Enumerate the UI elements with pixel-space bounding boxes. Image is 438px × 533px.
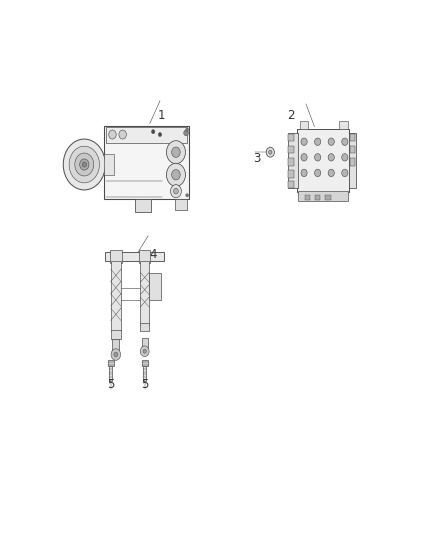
Circle shape [75,153,94,176]
Bar [349,133,356,188]
Circle shape [82,162,86,167]
Circle shape [166,163,185,186]
Circle shape [266,147,274,157]
Text: 2: 2 [287,109,294,122]
Ellipse shape [314,138,321,146]
Bar [350,158,355,166]
Ellipse shape [328,138,334,146]
Bar [339,121,347,128]
Bar [110,251,122,263]
Circle shape [158,133,162,136]
Bar [288,181,294,188]
Circle shape [143,349,146,353]
Circle shape [152,130,155,134]
Ellipse shape [328,154,334,161]
Bar [149,273,161,300]
Text: 4: 4 [149,248,157,261]
Text: 1: 1 [158,109,166,122]
Bar [143,366,146,381]
Text: 5: 5 [141,377,148,391]
Bar [106,127,187,143]
Bar [104,125,189,199]
Bar [140,324,149,330]
Bar [141,338,148,349]
Text: 5: 5 [107,377,114,391]
Bar [140,261,149,325]
Ellipse shape [301,169,307,176]
Circle shape [80,159,89,170]
Ellipse shape [314,169,321,176]
Ellipse shape [301,154,307,161]
Circle shape [114,352,118,357]
Bar [288,133,298,188]
Circle shape [184,130,188,136]
Ellipse shape [314,154,321,161]
Bar [105,252,164,261]
Bar [298,191,347,201]
Ellipse shape [328,169,334,176]
Bar [325,195,331,199]
Bar [108,360,114,366]
Ellipse shape [342,138,348,146]
Bar [300,121,308,128]
Bar [297,128,349,192]
Bar [315,195,320,199]
Circle shape [119,130,127,139]
Circle shape [109,130,116,139]
Bar [288,171,294,178]
Circle shape [173,188,178,194]
Ellipse shape [301,138,307,146]
Bar [350,146,355,153]
Circle shape [170,184,181,198]
Ellipse shape [342,169,348,176]
Bar [113,339,119,351]
Bar [175,199,187,209]
Ellipse shape [342,154,348,161]
Bar [139,251,150,263]
Bar [141,360,148,366]
Circle shape [268,150,272,154]
Bar [288,134,294,141]
Circle shape [186,193,188,197]
Text: 3: 3 [253,152,261,165]
Circle shape [172,169,180,180]
Bar [350,134,355,141]
Bar [111,330,121,339]
Bar [288,146,294,153]
Bar [111,261,121,330]
Bar [288,158,294,166]
Circle shape [172,147,180,157]
Bar [109,366,112,381]
Bar [134,199,152,212]
Circle shape [111,349,120,360]
Circle shape [69,146,99,183]
Circle shape [140,346,149,357]
Circle shape [63,139,105,190]
Circle shape [186,128,188,131]
Bar [305,195,310,199]
Circle shape [166,141,185,164]
Bar [104,154,114,175]
